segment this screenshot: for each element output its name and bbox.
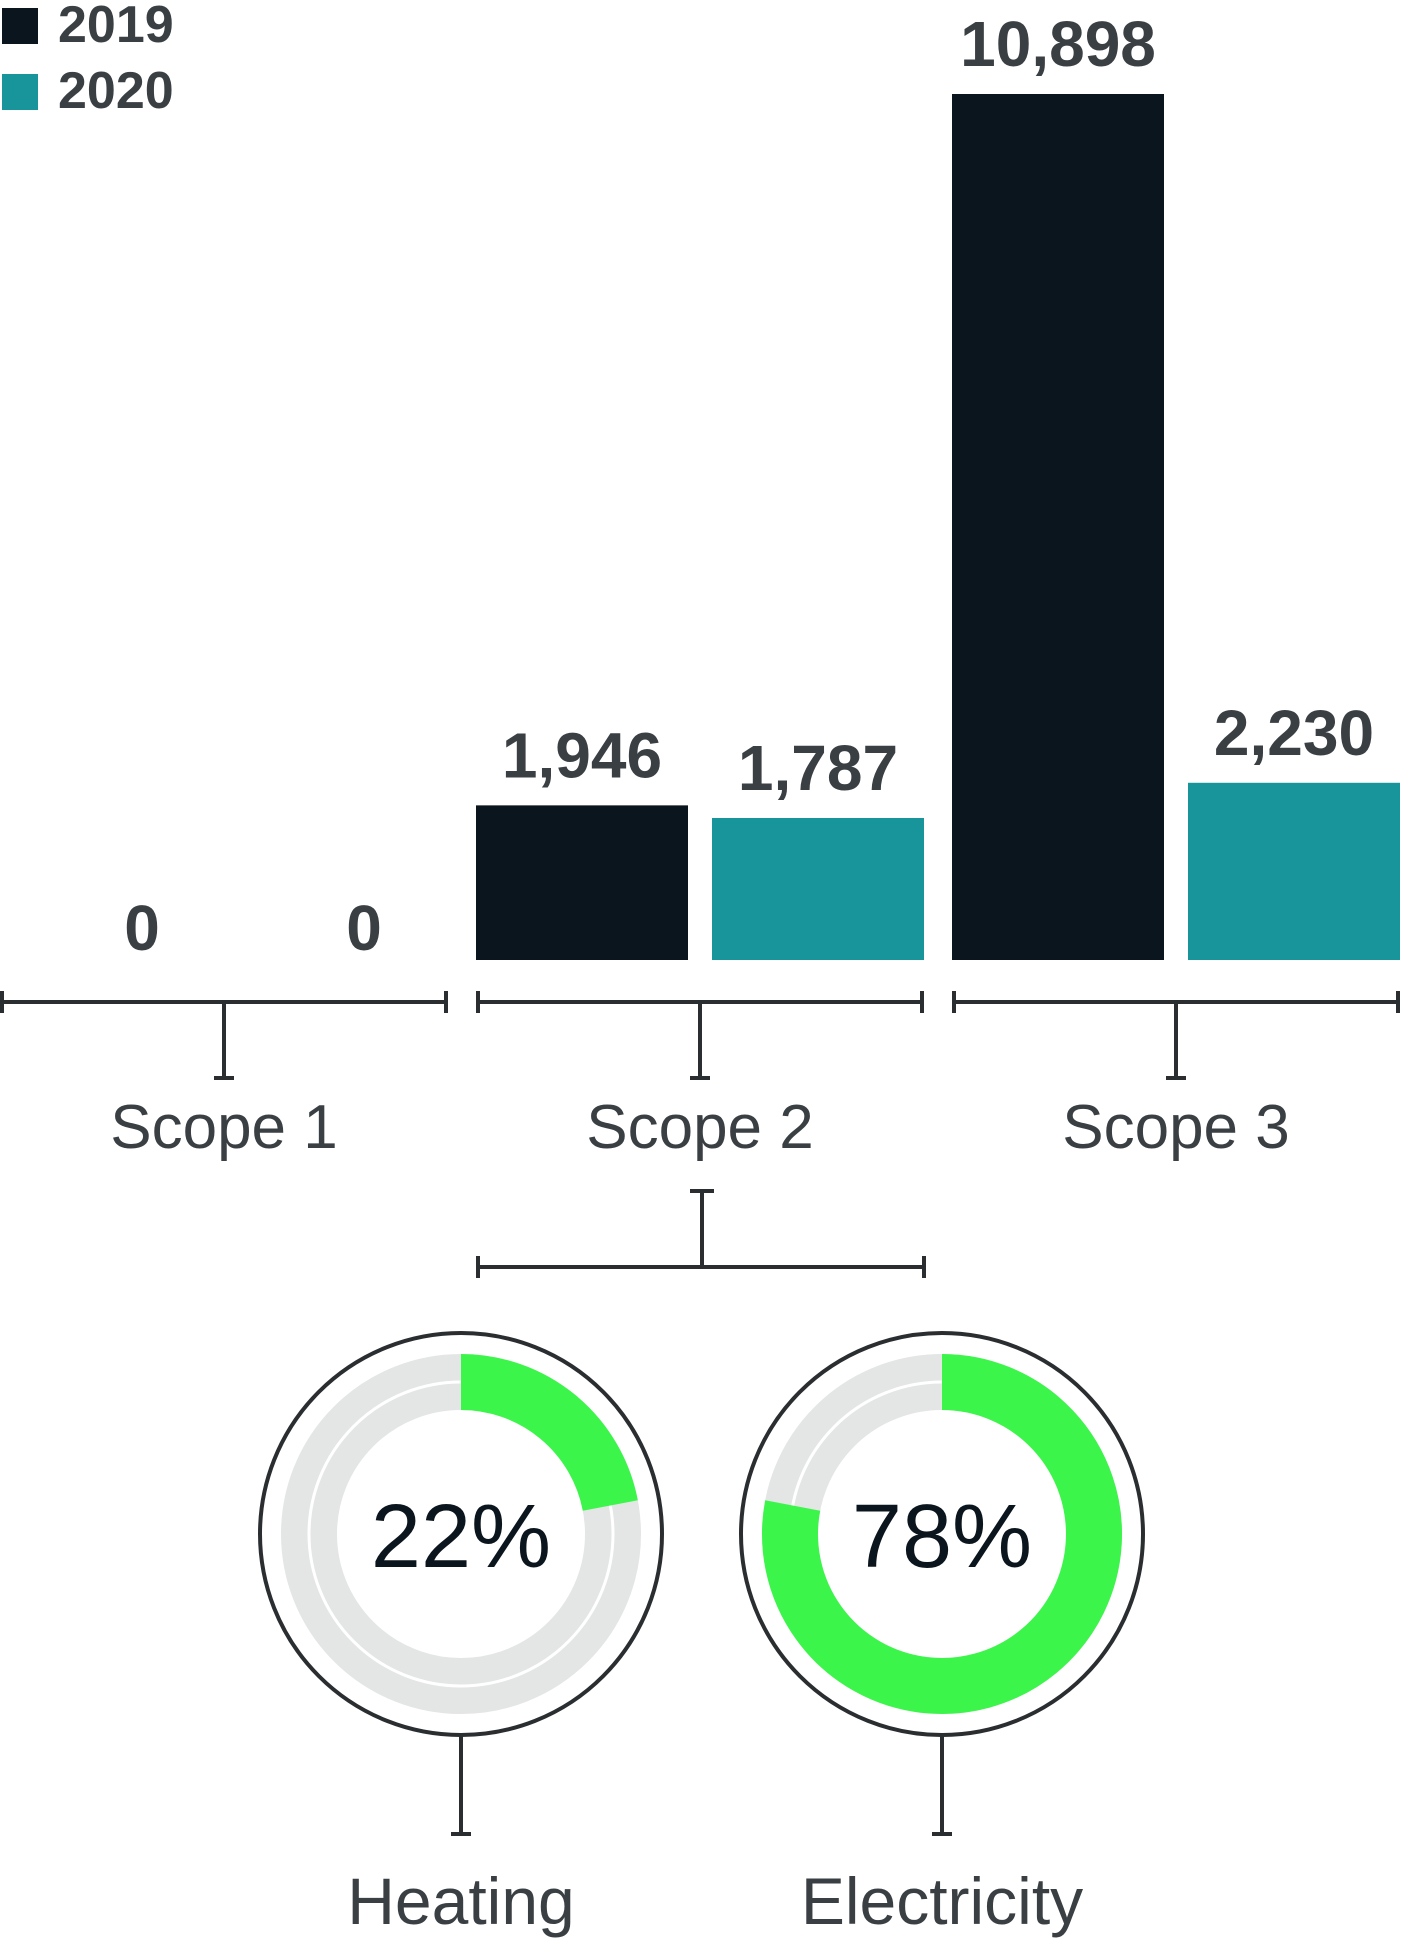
value-label-scope-1-2019: 0: [124, 892, 160, 964]
donut-percent-heating: 22%: [371, 1487, 551, 1587]
bracket-scope-2: [476, 991, 924, 1080]
category-labels: Scope 1 Scope 2 Scope 3: [110, 1093, 1290, 1162]
donut-electricity: 78% Electricity: [739, 1331, 1145, 1938]
scope2-breakdown-connector: [476, 1189, 926, 1278]
bar-group: [476, 94, 1400, 960]
donut-heating: 22% Heating: [258, 1331, 664, 1938]
bracket-scope-1: [0, 991, 448, 1080]
legend-swatch-2019: [2, 8, 38, 44]
bar-scope-2-2020: [712, 817, 924, 960]
category-label-scope-1: Scope 1: [110, 1093, 338, 1162]
value-label-scope-1-2020: 0: [346, 892, 382, 964]
bar-scope-3-2020: [1188, 782, 1400, 960]
donut-slice-heating: [460, 1354, 638, 1512]
value-label-scope-3-2019: 10,898: [960, 8, 1156, 80]
legend-label-2019: 2019: [58, 0, 174, 54]
donut-percent-electricity: 78%: [852, 1487, 1032, 1587]
legend-label-2020: 2020: [58, 62, 174, 120]
donut-label-heating: Heating: [347, 1864, 575, 1938]
value-label-scope-2-2020: 1,787: [738, 732, 898, 804]
bar-scope-2-2019: [476, 805, 688, 960]
legend-swatch-2020: [2, 74, 38, 110]
category-brackets: [0, 991, 1400, 1080]
category-label-scope-3: Scope 3: [1062, 1093, 1290, 1162]
donut-slice-electricity: [762, 1354, 1122, 1714]
donut-group: 22% Heating 78% Electricity: [258, 1331, 1145, 1938]
category-label-scope-2: Scope 2: [586, 1093, 814, 1162]
bar-value-labels: 0 0 1,946 1,787 10,898 2,230: [124, 8, 1374, 964]
value-label-scope-3-2020: 2,230: [1214, 697, 1374, 769]
bar-scope-3-2019: [952, 94, 1164, 960]
bracket-scope-3: [952, 991, 1400, 1080]
value-label-scope-2-2019: 1,946: [502, 719, 662, 791]
legend: 2019 2020: [2, 0, 174, 120]
donut-label-electricity: Electricity: [801, 1864, 1083, 1938]
